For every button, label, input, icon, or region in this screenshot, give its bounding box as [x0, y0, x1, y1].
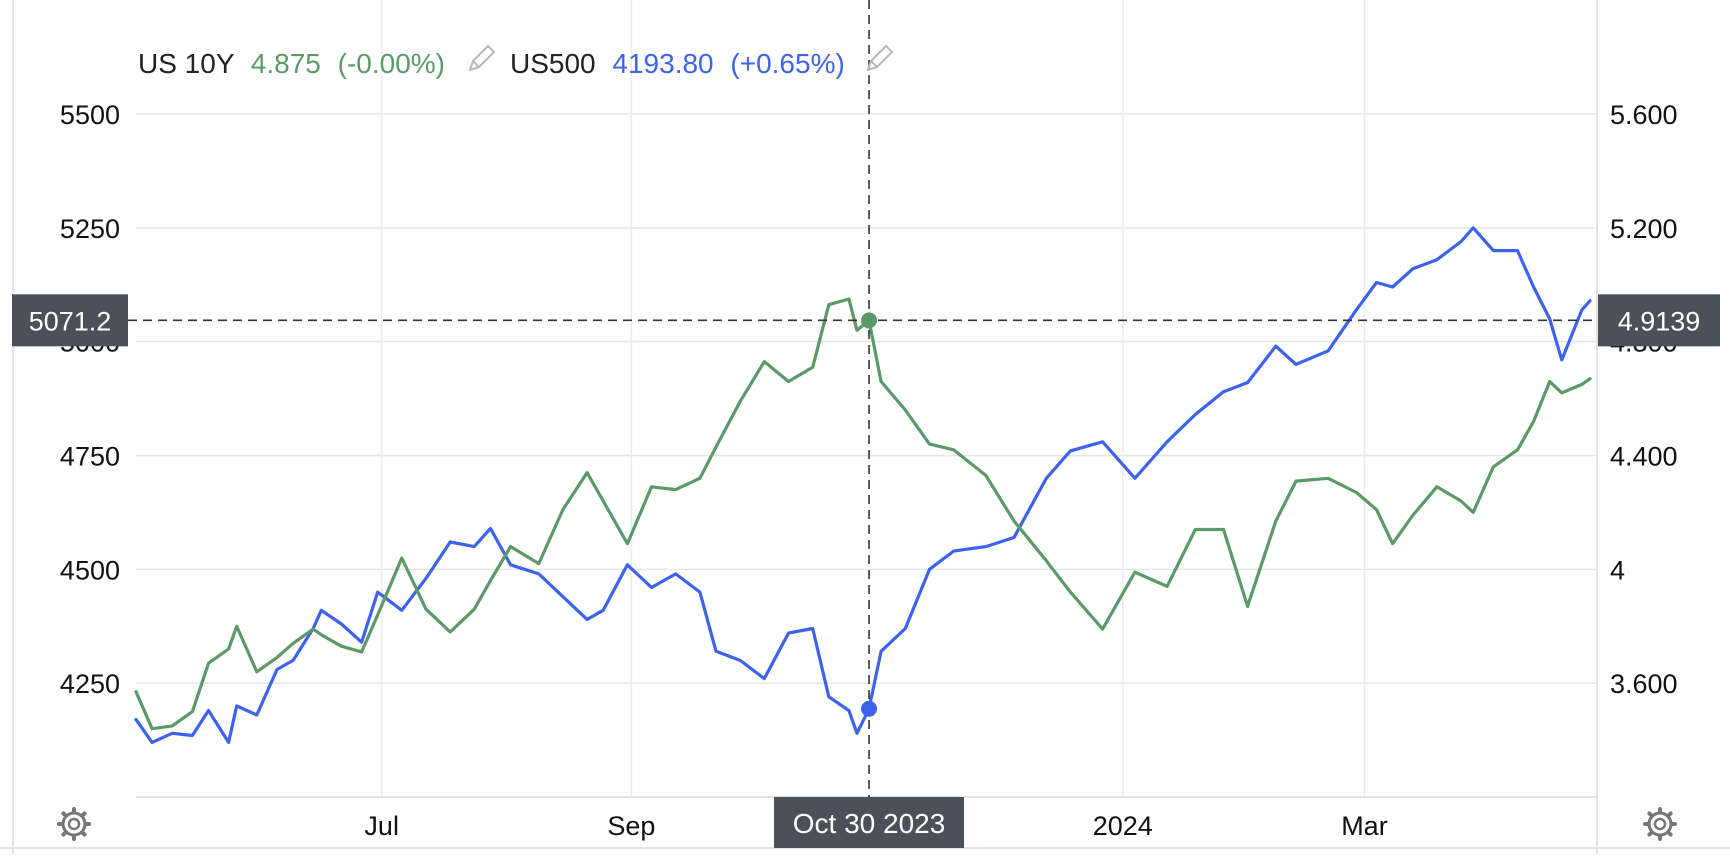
crosshair-point-us500: [861, 700, 878, 717]
series-line-us500[interactable]: [134, 226, 1592, 745]
crosshair-date-label: Oct 30 2023: [793, 808, 946, 839]
legend-us500-value: 4193.80: [612, 48, 713, 79]
crosshair-left-label-box: [12, 294, 128, 347]
legend-us10y-change: (-0.00%): [338, 48, 445, 79]
left-tick-label: 4250: [60, 669, 120, 699]
legend-us10y-name: US 10Y: [138, 48, 235, 79]
x-tick-label: Sep: [607, 811, 655, 841]
x-tick-label: Jul: [364, 811, 399, 841]
gear-icon[interactable]: [1643, 807, 1677, 841]
x-tick-label: Mar: [1341, 811, 1388, 841]
left-axis: 425045004750500052505500: [60, 100, 120, 699]
right-tick-label: 3.600: [1610, 669, 1678, 699]
right-tick-label: 4.400: [1610, 442, 1678, 472]
grid: [136, 0, 1597, 798]
pencil-icon[interactable]: [469, 45, 495, 71]
series-line-us10y[interactable]: [134, 297, 1592, 731]
crosshair-right-label-box: [1598, 294, 1720, 347]
left-tick-label: 4750: [60, 442, 120, 472]
right-tick-label: 5.600: [1610, 100, 1678, 130]
pencil-icon[interactable]: [867, 45, 893, 71]
legend-us10y-value: 4.875: [251, 48, 321, 79]
x-axis: Jul Sep 2024 Mar: [364, 811, 1387, 841]
left-tick-label: 4500: [60, 555, 120, 585]
crosshair-left-label: 5071.2: [29, 306, 112, 336]
legend-us500[interactable]: US500 4193.80 (+0.65%): [510, 48, 845, 79]
legend-us500-name: US500: [510, 48, 596, 79]
crosshair-date-label-box: [774, 797, 965, 848]
crosshair-right-label: 4.9139: [1618, 306, 1701, 336]
left-tick-label: 5500: [60, 100, 120, 130]
crosshair-point-us10y: [861, 312, 878, 329]
left-tick-label: 5250: [60, 214, 120, 244]
legend-us500-change: (+0.65%): [730, 48, 844, 79]
right-tick-label: 5.200: [1610, 214, 1678, 244]
series-layer: [134, 226, 1592, 745]
crosshair: 5071.2 4.9139 Oct 30 2023: [12, 0, 1720, 848]
legend-us10y[interactable]: US 10Y 4.875 (-0.00%): [138, 48, 445, 79]
gear-icon[interactable]: [57, 807, 91, 841]
x-tick-label: 2024: [1093, 811, 1153, 841]
right-tick-label: 4: [1610, 555, 1625, 585]
legend: US 10Y 4.875 (-0.00%) US500 4193.80 (+0.…: [138, 45, 893, 79]
